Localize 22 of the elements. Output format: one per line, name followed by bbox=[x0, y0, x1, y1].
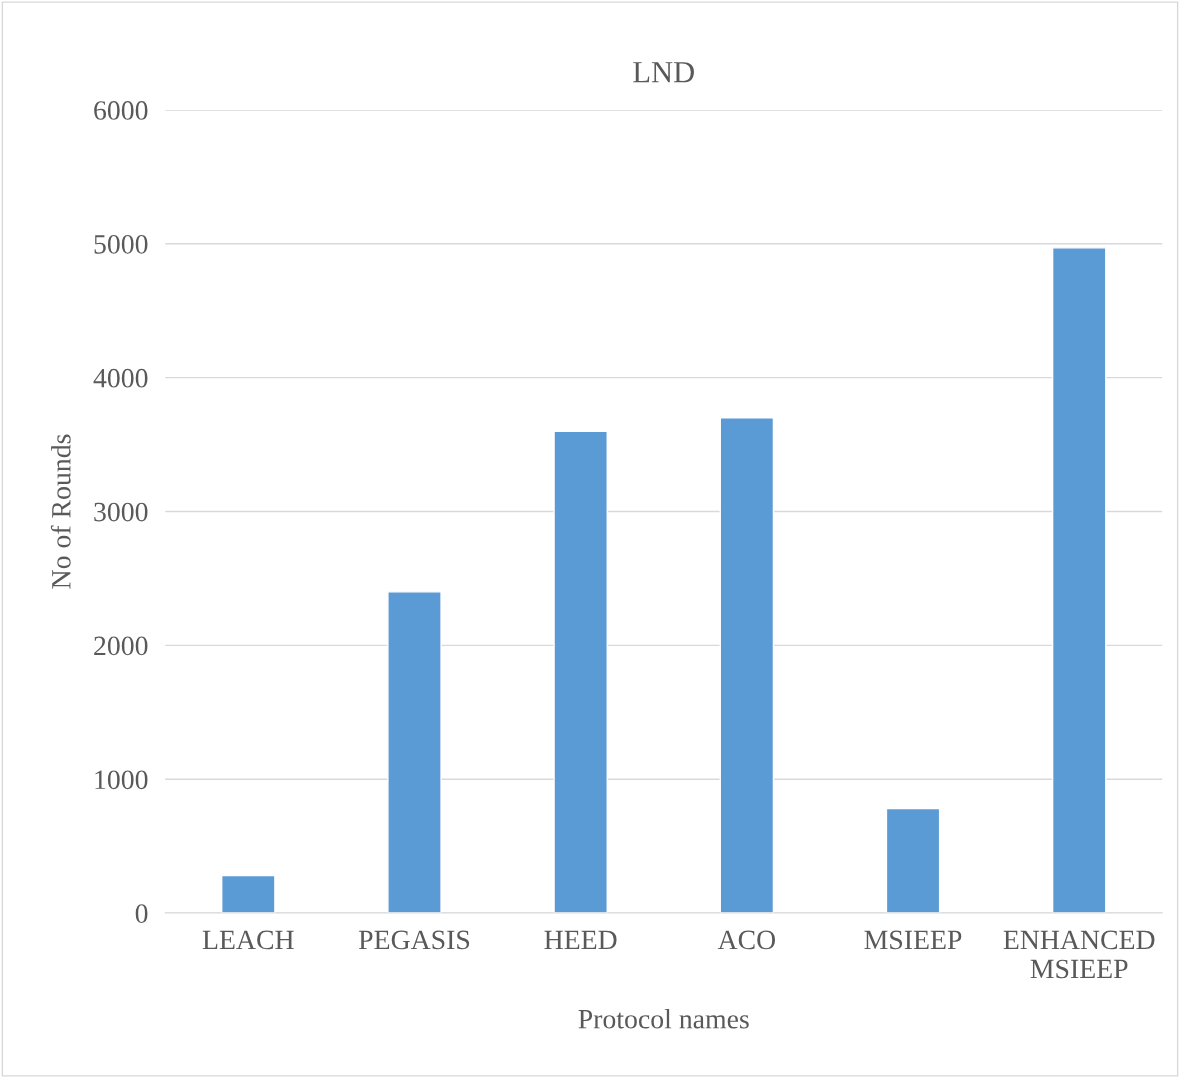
x-tick-label: ACO bbox=[717, 930, 776, 950]
y-tick-label: 6000 bbox=[94, 101, 148, 120]
y-tick-label: 4000 bbox=[93, 368, 148, 388]
bar bbox=[885, 807, 941, 914]
x-tick-label: MSIEEP bbox=[864, 930, 962, 950]
bar bbox=[1051, 247, 1107, 914]
y-tick-label: 1000 bbox=[95, 770, 148, 790]
y-axis-title: No of Rounds bbox=[50, 434, 71, 589]
y-tick-label: 2000 bbox=[94, 636, 148, 656]
chart-title: LND bbox=[633, 62, 694, 83]
bar bbox=[387, 591, 442, 914]
x-axis-title: Protocol names bbox=[578, 1008, 749, 1029]
y-tick-label: 0 bbox=[135, 904, 148, 923]
y-tick-label: 3000 bbox=[94, 502, 148, 522]
x-tick-label: HEED bbox=[544, 930, 617, 950]
x-tick-label: LEACH bbox=[202, 930, 294, 950]
x-tick-label: ENHANCED MSIEEP bbox=[1003, 930, 1155, 979]
bar bbox=[553, 430, 608, 914]
bar bbox=[221, 874, 276, 914]
y-tick-label: 5000 bbox=[94, 234, 148, 254]
bar bbox=[719, 417, 775, 914]
x-tick-label: PEGASIS bbox=[358, 930, 470, 950]
